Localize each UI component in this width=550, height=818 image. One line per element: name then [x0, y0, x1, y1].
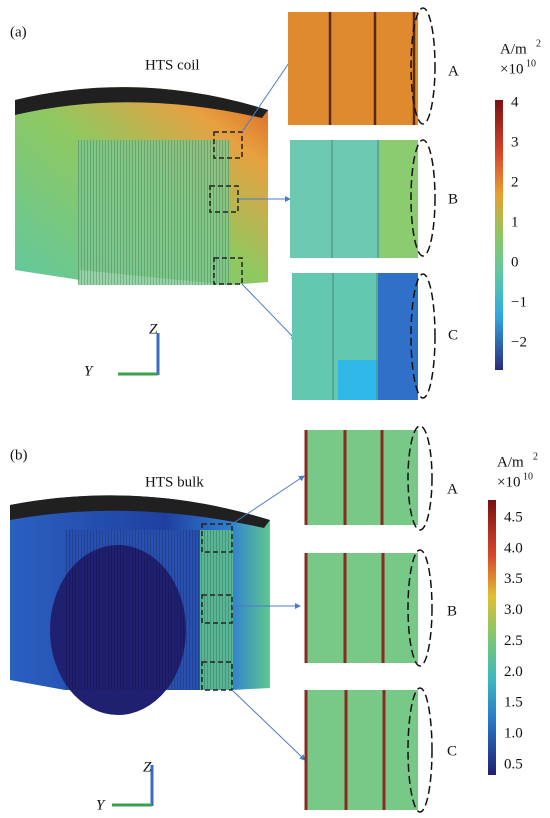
axis-label: Z: [143, 759, 152, 775]
colorbar-tick-label: 0: [511, 254, 519, 270]
colorbar-tick-label: 1: [511, 214, 519, 230]
zoom-label: C: [448, 327, 458, 343]
figure: (a)HTS coilABCZYA/m2×101043210−1−2(b)HTS…: [0, 0, 550, 818]
zoom-label: B: [447, 603, 457, 619]
zoom-label: B: [448, 191, 458, 207]
panel-b-drawing: [10, 426, 496, 812]
colorbar-tick-label: 1.5: [504, 695, 523, 711]
colorbar-scale-exp: 10: [526, 58, 536, 69]
panel-label: (a): [10, 24, 27, 40]
colorbar-tick-label: 3.0: [504, 602, 523, 618]
colorbar-tick-label: 2.5: [504, 633, 523, 649]
panel-label: (b): [10, 447, 28, 463]
colorbar-tick-label: 3.5: [504, 571, 523, 587]
axis-label: Y: [84, 363, 94, 379]
panel-title: HTS coil: [145, 57, 200, 73]
colorbar-tick-label: 0.5: [504, 756, 523, 772]
colorbar-tick-label: 3: [511, 134, 519, 150]
zoom-label: A: [448, 63, 459, 79]
colorbar-scale: ×10: [497, 474, 520, 490]
colorbar-unit: A/m: [500, 41, 527, 57]
colorbar-tick-label: 1.0: [504, 726, 523, 742]
axis-label: Y: [96, 797, 106, 813]
colorbar-unit: A/m: [497, 454, 524, 470]
colorbar-tick-label: 2.0: [504, 664, 523, 680]
colorbar-tick-label: 4.5: [504, 509, 523, 525]
panel-title: HTS bulk: [145, 474, 204, 490]
colorbar-unit-exp: 2: [533, 451, 538, 462]
colorbar-tick-label: −2: [511, 334, 527, 350]
colorbar-scale-exp: 10: [523, 471, 533, 482]
zoom-label: A: [447, 481, 458, 497]
zoom-label: C: [447, 743, 457, 759]
colorbar-unit-exp: 2: [536, 38, 541, 49]
colorbar-tick-label: −1: [511, 294, 527, 310]
page: {"panels": [ {"label": "(a)", "title": "…: [0, 0, 550, 818]
colorbar-scale: ×10: [500, 61, 523, 77]
colorbar-tick-label: 4.0: [504, 540, 523, 556]
colorbar-tick-label: 2: [511, 174, 519, 190]
colorbar-tick-label: 4: [511, 94, 519, 110]
panel-a-drawing: [15, 8, 503, 400]
axis-label: Z: [149, 321, 158, 337]
